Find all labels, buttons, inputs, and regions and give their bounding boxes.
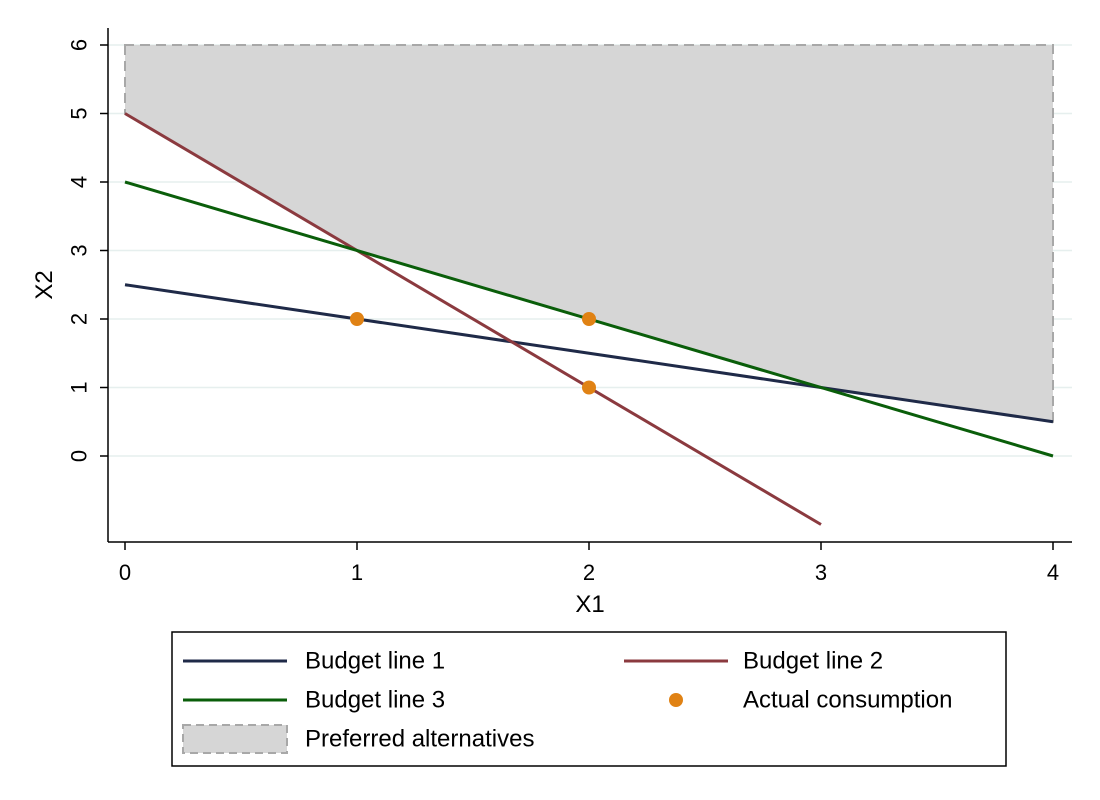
series-line-1 [124, 283, 1054, 424]
legend-box [171, 631, 1007, 767]
y-tick-label: 5 [67, 107, 92, 119]
preferred-area-layer [124, 44, 1054, 423]
y-tick-label: 6 [67, 39, 92, 51]
legend-label: Preferred alternatives [305, 726, 534, 753]
series-line-2 [124, 112, 822, 526]
x-tick-label: 1 [351, 560, 363, 585]
legend-swatch-area [182, 724, 288, 754]
legend-swatch-dot [669, 693, 683, 707]
x-axis-title: X1 [575, 591, 604, 618]
legend-label: Budget line 2 [743, 648, 883, 675]
consumption-point [582, 380, 596, 395]
legend: Budget line 1 Budget line 2 Budget line 3 A… [171, 631, 1007, 767]
legend-label: Actual consumption [743, 687, 952, 714]
y-tick-label: 3 [67, 244, 92, 256]
preferred-alternatives-area [124, 44, 1054, 423]
legend-label: Budget line 1 [305, 648, 445, 675]
ticks: 0 1 2 3 4 5 6 0 1 2 3 4 [67, 39, 1060, 585]
y-tick-label: 0 [67, 450, 92, 462]
consumption-point [350, 312, 364, 326]
legend-label: Budget line 3 [305, 687, 445, 714]
consumption-point [582, 312, 596, 326]
consumption-points-layer [350, 312, 596, 395]
y-axis-title: X2 [31, 270, 58, 299]
y-tick-label: 4 [67, 176, 92, 188]
x-tick-label: 0 [119, 560, 131, 585]
x-tick-label: 3 [815, 560, 827, 585]
x-tick-label: 2 [583, 560, 595, 585]
x-tick-label: 4 [1047, 560, 1059, 585]
y-tick-label: 2 [67, 313, 92, 325]
y-tick-label: 1 [67, 381, 92, 393]
